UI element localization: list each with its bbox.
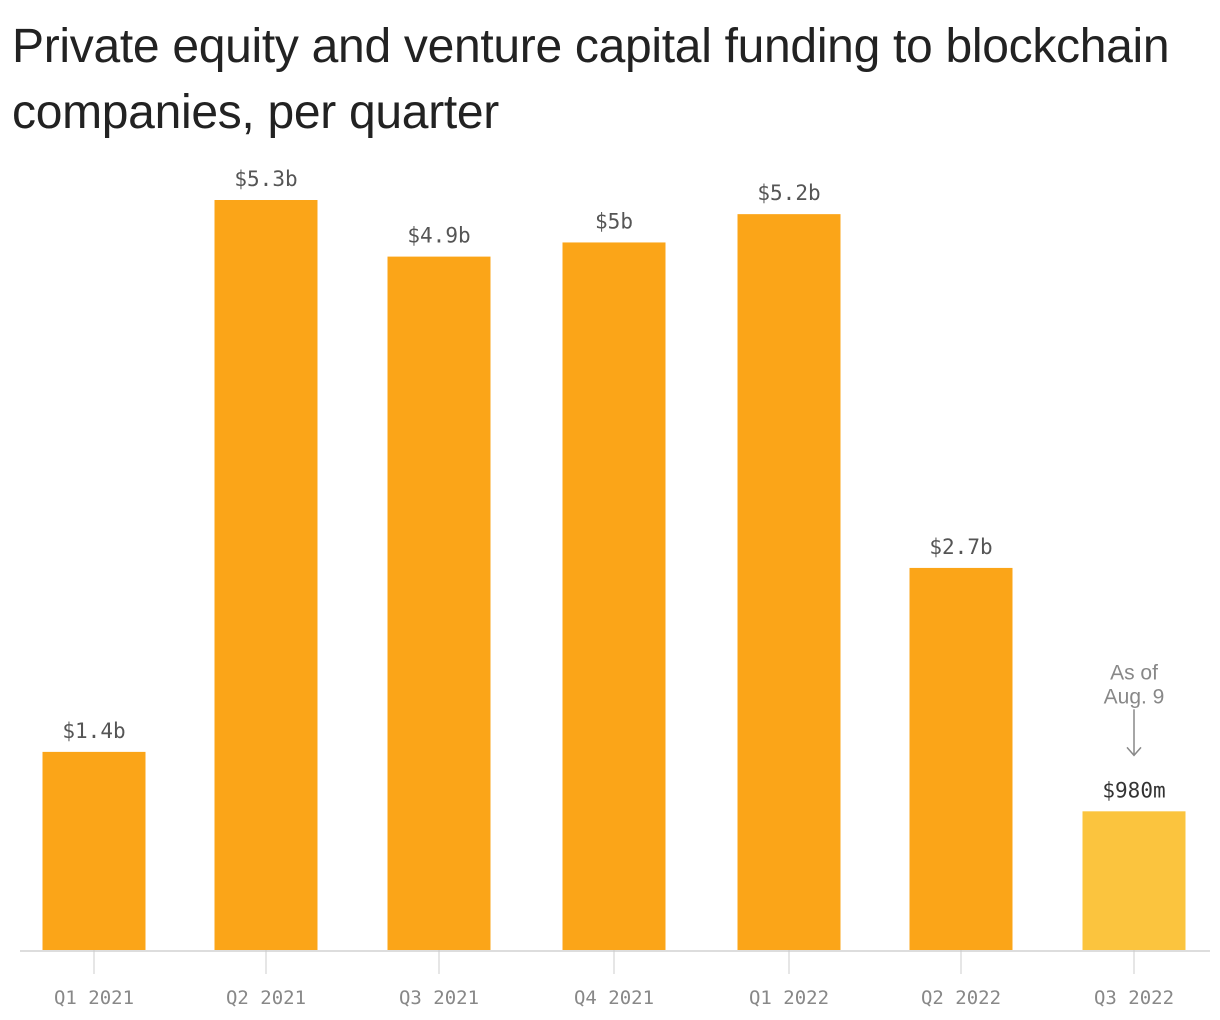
bar-value-label: $1.4b (62, 719, 125, 743)
bar-q2-2022 (909, 567, 1013, 950)
x-axis-ticks: Q1 2021 Q2 2021 Q3 2021 Q4 2021 Q1 2022 Q2 20… (54, 950, 1174, 1009)
bar-value-label: $2.7b (929, 535, 992, 559)
bar-value-label: $980m (1102, 778, 1165, 802)
x-tick-label: Q2 2021 (226, 987, 306, 1009)
x-tick-label: Q1 2022 (749, 987, 829, 1009)
bar-q3-2022 (1082, 811, 1186, 950)
annotation-text-line: Aug. 9 (1104, 685, 1165, 708)
bar-value-label: $4.9b (407, 224, 470, 248)
bar-q2-2021 (214, 200, 318, 950)
bar-q1-2022 (737, 214, 841, 950)
x-tick-label: Q1 2021 (54, 987, 134, 1009)
bar-value-label: $5.3b (234, 167, 297, 191)
value-labels-layer: $1.4b $5.3b $4.9b $5b $5.2b $2.7b $980m (62, 167, 1165, 802)
bar-value-label: $5.2b (757, 181, 820, 205)
bars-layer (42, 200, 1186, 951)
bar-q4-2021 (562, 242, 666, 951)
chart-title: Private equity and venture capital fundi… (12, 20, 1170, 139)
x-tick-label: Q4 2021 (574, 987, 654, 1009)
bar-value-label: $5b (595, 209, 633, 233)
x-tick-label: Q2 2022 (921, 987, 1001, 1009)
annotation-arrow-head-icon (1126, 746, 1142, 757)
x-tick-label: Q3 2022 (1094, 987, 1174, 1009)
x-tick-label: Q3 2021 (399, 987, 479, 1009)
annotation-text-line: As of (1110, 661, 1158, 684)
bar-q1-2021 (42, 751, 146, 950)
bar-q3-2021 (387, 256, 491, 950)
